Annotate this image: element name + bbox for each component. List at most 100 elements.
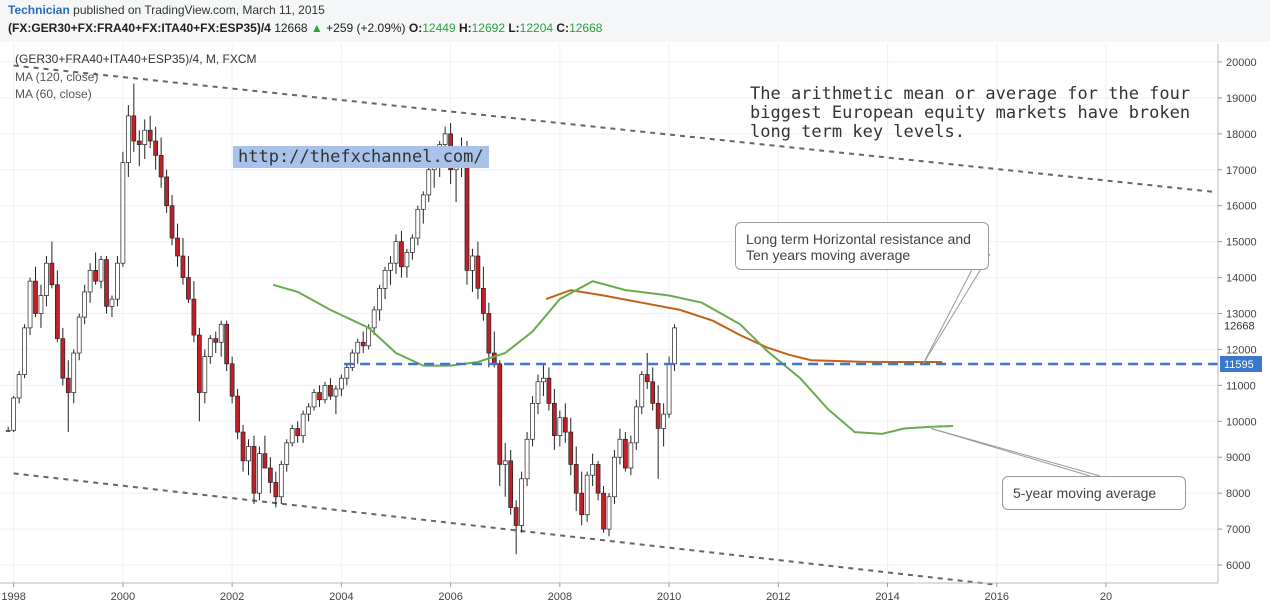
candle-body [333, 388, 339, 397]
candle-body [573, 464, 579, 494]
y-tick-label: 18000 [1226, 129, 1257, 141]
x-tick-label: 2002 [220, 591, 244, 603]
candle-body [579, 492, 585, 516]
candle-body [546, 377, 552, 404]
x-tick-label: 20 [1100, 591, 1112, 603]
candle-body [382, 270, 388, 289]
annotation-note: The arithmetic mean or average for the f… [750, 84, 1191, 142]
y-tick-label: 13000 [1226, 309, 1257, 321]
candle-body [60, 338, 66, 379]
candle-body [54, 284, 60, 340]
candle-body [213, 338, 219, 343]
candle-body [251, 446, 257, 494]
close-label: C: [556, 21, 570, 35]
candle-body [655, 402, 661, 429]
lower-channel [13, 472, 997, 586]
price-change: +259 (+2.09%) [326, 21, 406, 35]
candle-body [568, 431, 574, 465]
candle-body [366, 327, 372, 347]
candle-body [426, 169, 432, 196]
last-price: 12668 [274, 21, 308, 35]
open-value: 12449 [422, 21, 456, 35]
candle-body [240, 431, 246, 462]
candle-body [349, 352, 355, 368]
candle-body [360, 341, 366, 347]
candle-body [399, 241, 404, 268]
candle-body [16, 374, 22, 399]
symbol-title: (FX:GER30+FX:FRA40+FX:ITA40+FX:ESP35)/4 [8, 21, 271, 35]
candle-body [131, 115, 137, 142]
callout-pointer [922, 253, 981, 365]
candle-body [82, 291, 88, 318]
candle-body [295, 428, 301, 437]
candle-body [415, 208, 421, 239]
candle-body [317, 392, 322, 401]
candle-body [524, 438, 530, 480]
candle-body [377, 287, 382, 311]
high-label: H: [458, 21, 472, 35]
candle-body [5, 429, 11, 432]
candle-body [158, 155, 164, 178]
candle-body [235, 395, 240, 433]
price-label: 11595 [1224, 359, 1254, 371]
callout-resistance: Long term Horizontal resistance and Ten … [735, 222, 989, 270]
channel-lines [13, 64, 1216, 586]
candle-body [442, 133, 448, 145]
candle-body [530, 402, 535, 440]
candle-body [289, 428, 295, 444]
candle-body [475, 255, 481, 289]
x-tick-label: 1998 [1, 591, 25, 603]
candle-body [273, 482, 279, 498]
author-link[interactable]: Technician [8, 3, 70, 17]
x-tick-label: 2012 [766, 591, 790, 603]
y-tick-label: 11000 [1226, 380, 1256, 392]
candle-body [175, 237, 180, 257]
price-chart[interactable]: 12668 11595 6000 7000 8000 9000 10000 11000 120… [0, 42, 1270, 614]
candle-body [38, 295, 44, 314]
candle-body [508, 460, 514, 508]
up-arrow-icon: ▲ [310, 21, 323, 35]
candle-body [519, 478, 524, 526]
publish-line: Technician published on TradingView.com,… [8, 3, 325, 17]
open-label: O: [408, 21, 423, 35]
candle-body [491, 352, 497, 365]
candle-body [98, 259, 104, 282]
legend-ma60[interactable]: MA (60, close) [15, 87, 92, 101]
annotation-url: http://thefxchannel.com/ [233, 146, 489, 168]
x-tick-label: 2004 [329, 591, 353, 603]
y-tick-label: 14000 [1226, 273, 1257, 285]
candle-body [11, 397, 17, 431]
candle-body [541, 377, 546, 383]
candle-body [71, 352, 77, 393]
quote-line: (FX:GER30+FX:FRA40+FX:ITA40+FX:ESP35)/4 … [8, 21, 602, 35]
header-bar: Technician published on TradingView.com,… [0, 0, 1270, 42]
candle-body [278, 464, 284, 498]
candle-body [246, 446, 251, 462]
y-tick-label: 16000 [1226, 201, 1257, 213]
candle-body [300, 413, 306, 437]
ma120-line [545, 289, 943, 363]
candle-body [202, 356, 208, 393]
candle-body [661, 413, 666, 429]
price-label: 12668 [1224, 320, 1255, 332]
y-tick-label: 6000 [1226, 560, 1250, 572]
x-tick-label: 2000 [111, 591, 135, 603]
high-value: 12692 [471, 21, 505, 35]
y-tick-label: 12000 [1226, 344, 1257, 356]
candle-body [672, 327, 677, 365]
candle-body [584, 474, 590, 516]
candle-body [470, 255, 475, 271]
candle-body [257, 453, 262, 494]
candle-body [481, 287, 486, 314]
candle-body [388, 262, 393, 271]
candle-body [420, 194, 426, 210]
candle-body [186, 277, 191, 300]
y-tick-label: 17000 [1226, 165, 1257, 177]
price-label-box [1220, 317, 1262, 334]
ma60-line [272, 280, 954, 435]
legend-ma120[interactable]: MA (120, close) [15, 70, 99, 84]
candle-body [207, 338, 213, 357]
candle-body [109, 298, 115, 307]
candle-body [535, 381, 541, 404]
candle-body [486, 313, 492, 354]
